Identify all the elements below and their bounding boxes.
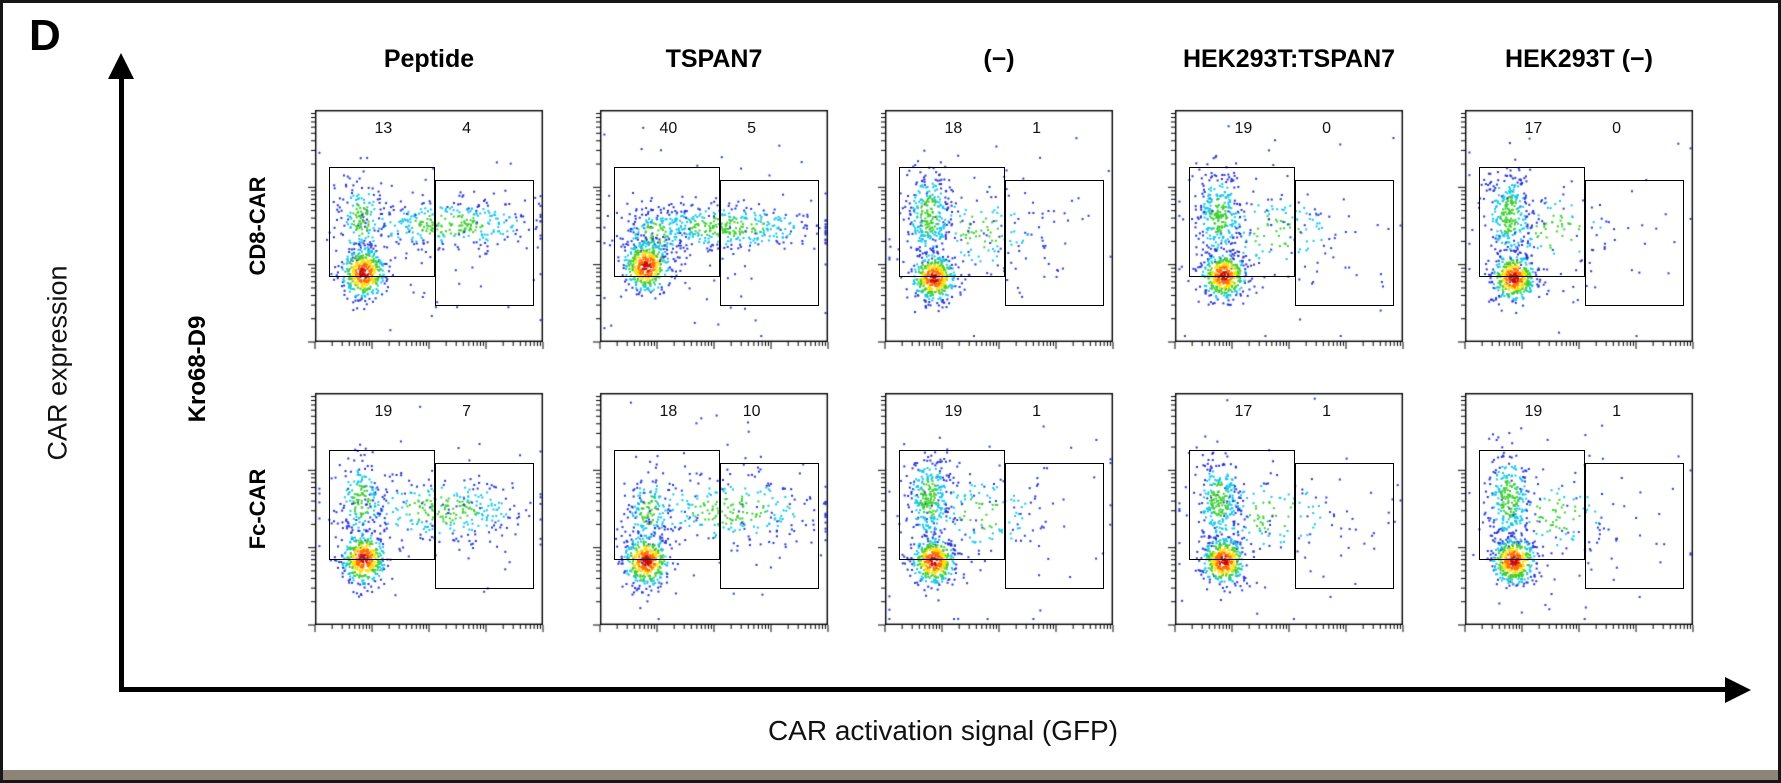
gate-left-region: [1478, 449, 1585, 561]
flow-plot-cd8-car-0: 13 4: [303, 108, 545, 350]
gate-right-region: [1004, 179, 1104, 307]
gate-left-region: [898, 449, 1005, 561]
gate-right-percentage: 1: [1322, 403, 1332, 421]
bottom-divider: [3, 770, 1778, 780]
gate-right-percentage: 4: [462, 120, 472, 138]
x-axis-label: CAR activation signal (GFP): [767, 715, 1119, 746]
gate-left-region: [1188, 449, 1295, 561]
flow-plot-cd8-car-1: 40 5: [588, 108, 830, 350]
gate-left-percentage: 19: [374, 403, 393, 421]
panel-label: D: [29, 11, 61, 60]
gate-right-region: [1294, 179, 1394, 307]
gate-left-region: [328, 166, 435, 278]
gate-left-percentage: 18: [944, 120, 963, 138]
plots-grid: 13 4 40 5 18 1 19 0 17 0 19 7 18 10 19 1 17 1 19 1: [3, 3, 1778, 780]
flow-plot-cd8-car-3: 19 0: [1163, 108, 1405, 350]
flow-plot-fc-car-0: 19 7: [303, 391, 545, 633]
flow-plot-cd8-car-2: 18 1: [873, 108, 1115, 350]
gate-left-region: [328, 449, 435, 561]
gate-right-percentage: 1: [1032, 403, 1042, 421]
column-header-tspan7: TSPAN7: [665, 45, 763, 73]
density-scatter-canvas: [1163, 108, 1405, 350]
gate-right-percentage: 10: [742, 403, 761, 421]
density-scatter-canvas: [1163, 391, 1405, 633]
gate-right-percentage: 0: [1322, 120, 1332, 138]
gate-right-region: [719, 179, 819, 307]
gate-left-percentage: 18: [659, 403, 678, 421]
density-scatter-canvas: [873, 108, 1115, 350]
gate-left-percentage: 13: [374, 120, 393, 138]
density-scatter-canvas: [1453, 391, 1695, 633]
gate-left-percentage: 19: [944, 403, 963, 421]
gate-right-region: [1294, 462, 1394, 590]
gate-right-region: [434, 179, 534, 307]
y-axis-arrowhead-icon: [108, 53, 134, 79]
flow-plot-cd8-car-4: 17 0: [1453, 108, 1695, 350]
gate-left-percentage: 17: [1524, 120, 1543, 138]
column-header-peptide: Peptide: [383, 45, 475, 73]
gate-right-region: [719, 462, 819, 590]
flow-plot-fc-car-1: 18 10: [588, 391, 830, 633]
flow-plot-fc-car-4: 19 1: [1453, 391, 1695, 633]
gate-left-region: [613, 166, 720, 278]
gate-left-percentage: 40: [659, 120, 678, 138]
gate-left-percentage: 19: [1524, 403, 1543, 421]
gate-right-percentage: 0: [1612, 120, 1622, 138]
gate-right-region: [1004, 462, 1104, 590]
gate-left-region: [613, 449, 720, 561]
gate-left-region: [1478, 166, 1585, 278]
column-header-hek-negative: HEK293T (−): [1505, 45, 1653, 73]
x-axis-line: [119, 687, 1729, 692]
flow-plot-fc-car-3: 17 1: [1163, 391, 1405, 633]
gate-left-region: [1188, 166, 1295, 278]
density-scatter-canvas: [303, 108, 545, 350]
gate-right-percentage: 1: [1612, 403, 1622, 421]
gate-left-region: [898, 166, 1005, 278]
density-scatter-canvas: [588, 108, 830, 350]
column-header-hek-tspan7: HEK293T:TSPAN7: [1182, 45, 1396, 73]
density-scatter-canvas: [873, 391, 1115, 633]
gate-right-region: [1584, 179, 1684, 307]
flow-plot-fc-car-2: 19 1: [873, 391, 1115, 633]
gate-left-percentage: 17: [1234, 403, 1253, 421]
gate-right-percentage: 5: [747, 120, 757, 138]
gate-left-percentage: 19: [1234, 120, 1253, 138]
density-scatter-canvas: [588, 391, 830, 633]
density-scatter-canvas: [1453, 108, 1695, 350]
gate-right-region: [434, 462, 534, 590]
gate-right-percentage: 7: [462, 403, 472, 421]
gate-right-region: [1584, 462, 1684, 590]
gate-right-percentage: 1: [1032, 120, 1042, 138]
x-axis-arrowhead-icon: [1725, 676, 1751, 703]
column-header-negative: (−): [983, 45, 1015, 73]
density-scatter-canvas: [303, 391, 545, 633]
y-axis-line: [119, 77, 124, 691]
